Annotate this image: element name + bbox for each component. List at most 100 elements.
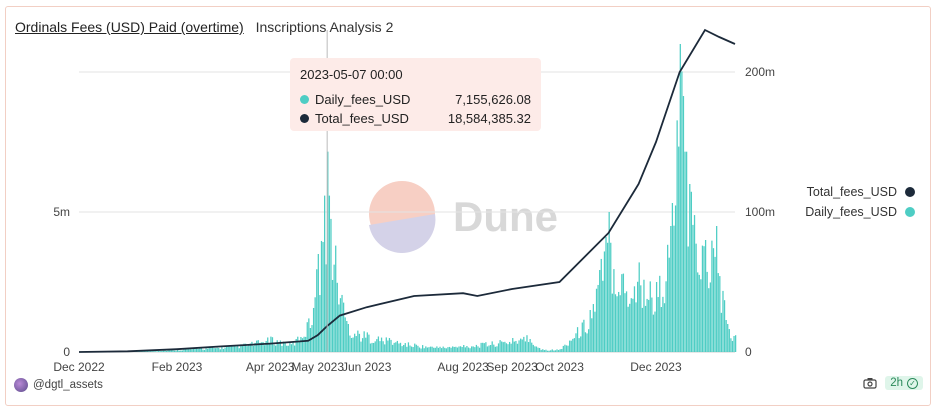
refresh-badge[interactable]: 2h ✓: [885, 376, 923, 390]
bar-daily-fees[interactable]: [584, 332, 587, 352]
bar-daily-fees[interactable]: [139, 351, 141, 352]
bar-daily-fees[interactable]: [497, 343, 500, 352]
bar-daily-fees[interactable]: [357, 330, 359, 352]
bar-daily-fees[interactable]: [290, 344, 293, 352]
bar-daily-fees[interactable]: [731, 340, 734, 352]
bar-daily-fees[interactable]: [716, 226, 718, 352]
bar-daily-fees[interactable]: [496, 346, 498, 352]
bar-daily-fees[interactable]: [455, 346, 457, 352]
bar-daily-fees[interactable]: [341, 294, 343, 352]
bar-daily-fees[interactable]: [162, 350, 165, 352]
bar-daily-fees[interactable]: [632, 298, 634, 352]
bar-daily-fees[interactable]: [450, 347, 452, 352]
bar-daily-fees[interactable]: [667, 244, 669, 352]
bar-daily-fees[interactable]: [275, 345, 277, 352]
bar-daily-fees[interactable]: [216, 347, 218, 352]
bar-daily-fees[interactable]: [369, 343, 372, 352]
bar-daily-fees[interactable]: [219, 349, 221, 352]
bar-daily-fees[interactable]: [404, 343, 406, 352]
bar-daily-fees[interactable]: [610, 242, 612, 352]
bar-daily-fees[interactable]: [153, 351, 155, 352]
bar-daily-fees[interactable]: [312, 307, 315, 352]
bar-daily-fees[interactable]: [550, 350, 552, 352]
bar-daily-fees[interactable]: [652, 314, 655, 352]
bar-daily-fees[interactable]: [235, 346, 237, 352]
bar-daily-fees[interactable]: [603, 251, 606, 352]
bar-daily-fees[interactable]: [366, 332, 368, 352]
bar-daily-fees[interactable]: [265, 340, 267, 352]
bar-daily-fees[interactable]: [398, 343, 400, 352]
bar-daily-fees[interactable]: [714, 256, 716, 352]
bar-daily-fees[interactable]: [287, 345, 289, 352]
bar-daily-fees[interactable]: [180, 350, 182, 352]
bar-daily-fees[interactable]: [317, 254, 319, 352]
bar-daily-fees[interactable]: [151, 351, 153, 352]
bar-daily-fees[interactable]: [358, 333, 361, 352]
bar-daily-fees[interactable]: [241, 344, 244, 352]
bar-daily-fees[interactable]: [600, 258, 602, 352]
bar-daily-fees[interactable]: [719, 276, 721, 352]
bar-daily-fees[interactable]: [616, 296, 618, 352]
bar-daily-fees[interactable]: [328, 195, 331, 352]
bar-daily-fees[interactable]: [314, 297, 316, 352]
bar-daily-fees[interactable]: [619, 295, 621, 352]
bar-daily-fees[interactable]: [159, 351, 161, 352]
bar-daily-fees[interactable]: [448, 346, 451, 352]
bar-daily-fees[interactable]: [278, 343, 280, 352]
bar-daily-fees[interactable]: [583, 319, 585, 352]
bar-daily-fees[interactable]: [403, 344, 405, 352]
bar-daily-fees[interactable]: [513, 341, 515, 352]
bar-daily-fees[interactable]: [293, 345, 296, 352]
bar-daily-fees[interactable]: [390, 339, 392, 352]
bar-daily-fees[interactable]: [213, 347, 215, 352]
bar-daily-fees[interactable]: [722, 290, 724, 352]
bar-daily-fees[interactable]: [409, 345, 411, 352]
bar-daily-fees[interactable]: [158, 351, 160, 352]
bar-daily-fees[interactable]: [548, 350, 550, 352]
bar-daily-fees[interactable]: [284, 343, 286, 352]
bar-daily-fees[interactable]: [406, 346, 408, 352]
bar-daily-fees[interactable]: [521, 339, 523, 352]
bar-daily-fees[interactable]: [230, 345, 233, 352]
bar-daily-fees[interactable]: [145, 351, 147, 352]
bar-daily-fees[interactable]: [735, 335, 737, 352]
bar-daily-fees[interactable]: [472, 346, 474, 352]
bar-daily-fees[interactable]: [300, 336, 302, 352]
bar-daily-fees[interactable]: [494, 346, 496, 352]
bar-daily-fees[interactable]: [191, 349, 193, 352]
bar-daily-fees[interactable]: [365, 337, 367, 352]
bar-daily-fees[interactable]: [453, 346, 455, 352]
bar-daily-fees[interactable]: [436, 346, 438, 352]
bar-daily-fees[interactable]: [434, 347, 436, 352]
bar-daily-fees[interactable]: [711, 240, 713, 352]
bar-daily-fees[interactable]: [551, 349, 553, 352]
bar-daily-fees[interactable]: [488, 345, 490, 352]
bar-daily-fees[interactable]: [360, 341, 362, 352]
bar-daily-fees[interactable]: [203, 349, 206, 352]
bar-daily-fees[interactable]: [335, 245, 337, 352]
bar-daily-fees[interactable]: [720, 312, 723, 352]
bar-daily-fees[interactable]: [175, 350, 177, 352]
bar-daily-fees[interactable]: [240, 344, 242, 352]
bar-daily-fees[interactable]: [224, 347, 226, 352]
bar-daily-fees[interactable]: [508, 341, 511, 352]
bar-daily-fees[interactable]: [543, 350, 545, 352]
bar-daily-fees[interactable]: [599, 270, 601, 352]
bar-daily-fees[interactable]: [578, 338, 580, 352]
bar-daily-fees[interactable]: [700, 279, 702, 352]
bar-daily-fees[interactable]: [651, 297, 653, 352]
bar-daily-fees[interactable]: [371, 342, 373, 352]
camera-icon[interactable]: [863, 377, 877, 389]
bar-daily-fees[interactable]: [181, 350, 184, 352]
bar-daily-fees[interactable]: [433, 347, 435, 352]
bar-daily-fees[interactable]: [624, 293, 626, 352]
bar-daily-fees[interactable]: [423, 348, 425, 352]
bar-daily-fees[interactable]: [569, 340, 571, 352]
bar-daily-fees[interactable]: [363, 331, 365, 352]
bar-daily-fees[interactable]: [320, 240, 323, 352]
bar-daily-fees[interactable]: [524, 341, 527, 352]
bar-daily-fees[interactable]: [202, 349, 204, 352]
bar-daily-fees[interactable]: [518, 340, 520, 352]
bar-daily-fees[interactable]: [440, 348, 443, 352]
bar-daily-fees[interactable]: [727, 324, 729, 352]
